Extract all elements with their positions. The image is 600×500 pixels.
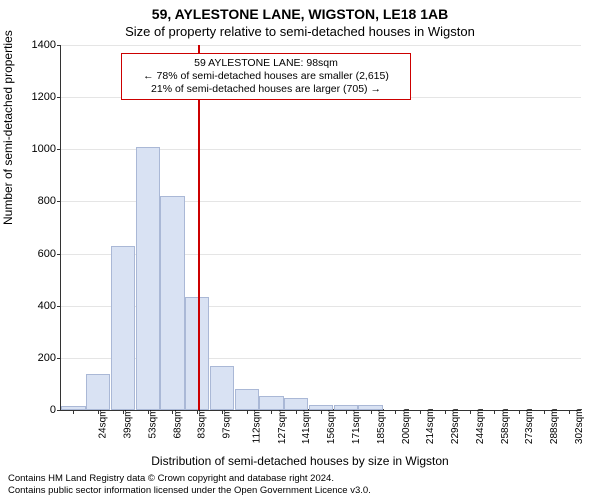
chart-container: 59, AYLESTONE LANE, WIGSTON, LE18 1AB Si… (0, 0, 600, 500)
xtick-label: 24sqm (98, 409, 109, 439)
xtick-mark (371, 410, 372, 414)
xtick-mark (172, 410, 173, 414)
xtick-label: 39sqm (123, 409, 134, 439)
ytick-label: 1200 (21, 91, 56, 103)
x-axis-label: Distribution of semi-detached houses by … (0, 454, 600, 468)
xtick-label: 68sqm (172, 409, 183, 439)
xtick-mark (296, 410, 297, 414)
xtick-mark (420, 410, 421, 414)
xtick-mark (321, 410, 322, 414)
annotation-line-3: 21% of semi-detached houses are larger (… (128, 83, 404, 96)
xtick-mark (395, 410, 396, 414)
xtick-mark (569, 410, 570, 414)
xtick-mark (445, 410, 446, 414)
ytick-mark (57, 97, 61, 98)
ytick-label: 0 (21, 404, 56, 416)
chart-title-main: 59, AYLESTONE LANE, WIGSTON, LE18 1AB (0, 6, 600, 22)
xtick-mark (73, 410, 74, 414)
ytick-mark (57, 410, 61, 411)
annotation-line-1: 59 AYLESTONE LANE: 98sqm (128, 57, 404, 70)
xtick-mark (519, 410, 520, 414)
xtick-label: 112sqm (251, 409, 262, 444)
xtick-label: 288sqm (549, 409, 560, 445)
histogram-bar (111, 246, 135, 410)
footer-line-2: Contains public sector information licen… (8, 485, 371, 497)
xtick-label: 141sqm (302, 409, 313, 445)
ytick-mark (57, 358, 61, 359)
xtick-mark (271, 410, 272, 414)
chart-title-sub: Size of property relative to semi-detach… (0, 24, 600, 39)
xtick-mark (247, 410, 248, 414)
xtick-mark (98, 410, 99, 414)
ytick-mark (57, 149, 61, 150)
xtick-label: 156sqm (326, 409, 337, 445)
xtick-mark (197, 410, 198, 414)
histogram-bar (235, 389, 259, 410)
footer-attribution: Contains HM Land Registry data © Crown c… (8, 473, 371, 497)
footer-line-1: Contains HM Land Registry data © Crown c… (8, 473, 371, 485)
y-axis-label: Number of semi-detached properties (1, 30, 15, 225)
histogram-bar (185, 297, 209, 410)
xtick-label: 244sqm (475, 409, 486, 445)
histogram-bar (284, 398, 308, 410)
annotation-line-2: ← 78% of semi-detached houses are smalle… (128, 70, 404, 83)
xtick-label: 185sqm (376, 409, 387, 445)
xtick-mark (123, 410, 124, 414)
xtick-mark (470, 410, 471, 414)
xtick-label: 229sqm (450, 409, 461, 445)
xtick-mark (222, 410, 223, 414)
xtick-label: 273sqm (524, 409, 535, 445)
xtick-mark (346, 410, 347, 414)
histogram-bar (210, 366, 234, 410)
annotation-box: 59 AYLESTONE LANE: 98sqm← 78% of semi-de… (121, 53, 411, 100)
ytick-label: 1000 (21, 143, 56, 155)
histogram-bar (160, 196, 184, 410)
ytick-mark (57, 254, 61, 255)
gridline (61, 45, 581, 46)
xtick-label: 258sqm (500, 409, 511, 445)
xtick-mark (148, 410, 149, 414)
xtick-label: 302sqm (574, 409, 585, 445)
ytick-mark (57, 306, 61, 307)
xtick-label: 171sqm (351, 409, 362, 445)
xtick-label: 200sqm (401, 409, 412, 445)
ytick-mark (57, 45, 61, 46)
xtick-label: 97sqm (222, 409, 233, 439)
chart-plot-area: 020040060080010001200140024sqm39sqm53sqm… (60, 45, 581, 411)
ytick-label: 1400 (21, 39, 56, 51)
xtick-label: 53sqm (147, 409, 158, 439)
ytick-label: 200 (21, 352, 56, 364)
ytick-label: 800 (21, 195, 56, 207)
ytick-label: 600 (21, 248, 56, 260)
xtick-mark (544, 410, 545, 414)
histogram-bar (259, 396, 283, 410)
xtick-label: 214sqm (425, 409, 436, 445)
ytick-label: 400 (21, 300, 56, 312)
histogram-bar (136, 147, 160, 410)
xtick-label: 83sqm (197, 409, 208, 439)
xtick-label: 127sqm (277, 409, 288, 445)
ytick-mark (57, 201, 61, 202)
histogram-bar (86, 374, 110, 411)
xtick-mark (494, 410, 495, 414)
